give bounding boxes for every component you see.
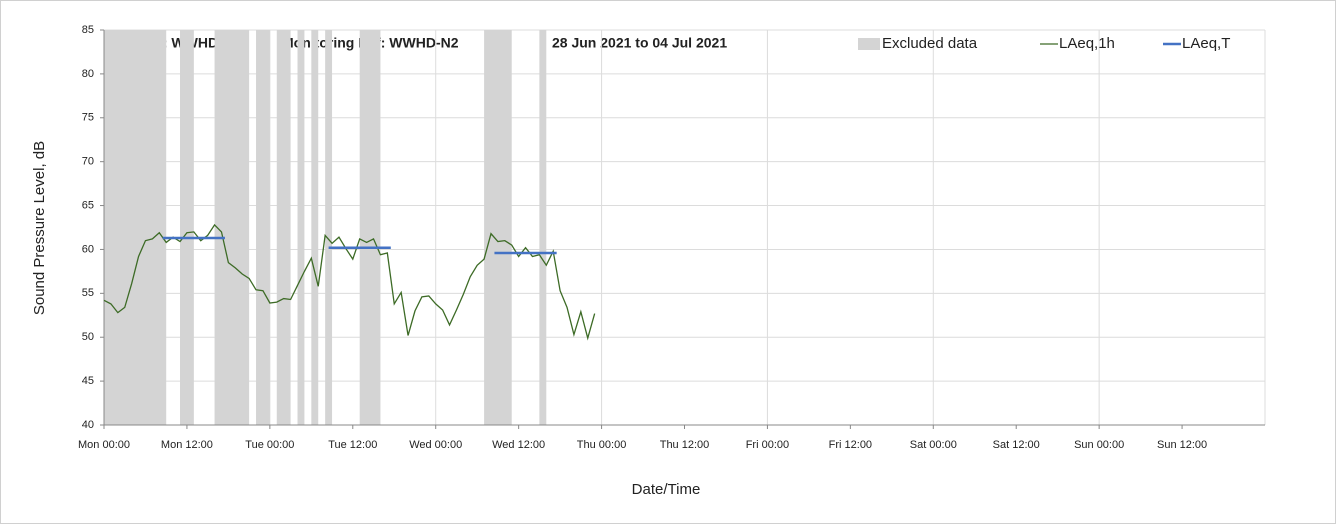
excluded-band [214, 30, 250, 425]
y-tick-label: 45 [82, 375, 94, 387]
series-line [103, 223, 596, 341]
y-tick-label: 65 [82, 199, 94, 211]
excluded-band [104, 30, 167, 425]
y-tick-label: 50 [82, 331, 94, 343]
x-axis-label: Date/Time [632, 481, 701, 498]
x-tick-label: Mon 00:00 [78, 439, 130, 451]
legend-label: Excluded data [882, 35, 978, 52]
y-tick-label: 70 [82, 156, 94, 168]
excluded-band [276, 30, 291, 425]
y-tick-label: 60 [82, 243, 94, 255]
x-tick-label: Tue 12:00 [328, 439, 377, 451]
x-tick-label: Sun 12:00 [1157, 439, 1207, 451]
x-tick-label: Wed 00:00 [409, 439, 462, 451]
x-tick-label: Thu 00:00 [577, 439, 627, 451]
x-tick-label: Sun 00:00 [1074, 439, 1124, 451]
excluded-band [484, 30, 512, 425]
x-tick-label: Sat 00:00 [910, 439, 957, 451]
y-tick-label: 55 [82, 287, 94, 299]
excluded-band [180, 30, 194, 425]
legend-swatch [858, 38, 880, 50]
y-tick-label: 85 [82, 24, 94, 36]
x-tick-label: Tue 00:00 [245, 439, 294, 451]
excluded-band [325, 30, 333, 425]
x-tick-label: Fri 12:00 [829, 439, 872, 451]
x-tick-label: Thu 12:00 [660, 439, 710, 451]
excluded-band [297, 30, 305, 425]
y-tick-label: 80 [82, 68, 94, 80]
y-tick-label: 40 [82, 419, 94, 431]
excluded-band [359, 30, 381, 425]
x-tick-label: Sat 12:00 [993, 439, 1040, 451]
y-axis-label: Sound Pressure Level, dB [31, 141, 48, 315]
x-tick-label: Fri 00:00 [746, 439, 789, 451]
y-tick-label: 75 [82, 112, 94, 124]
legend-label: LAeq,1h [1059, 35, 1115, 52]
legend-label: LAeq,T [1182, 35, 1230, 52]
excluded-band [539, 30, 547, 425]
excluded-band [311, 30, 319, 425]
x-tick-label: Mon 12:00 [161, 439, 213, 451]
x-tick-label: Wed 12:00 [492, 439, 545, 451]
excluded-band [256, 30, 270, 425]
title-dates: 28 Jun 2021 to 04 Jul 2021 [552, 35, 727, 51]
